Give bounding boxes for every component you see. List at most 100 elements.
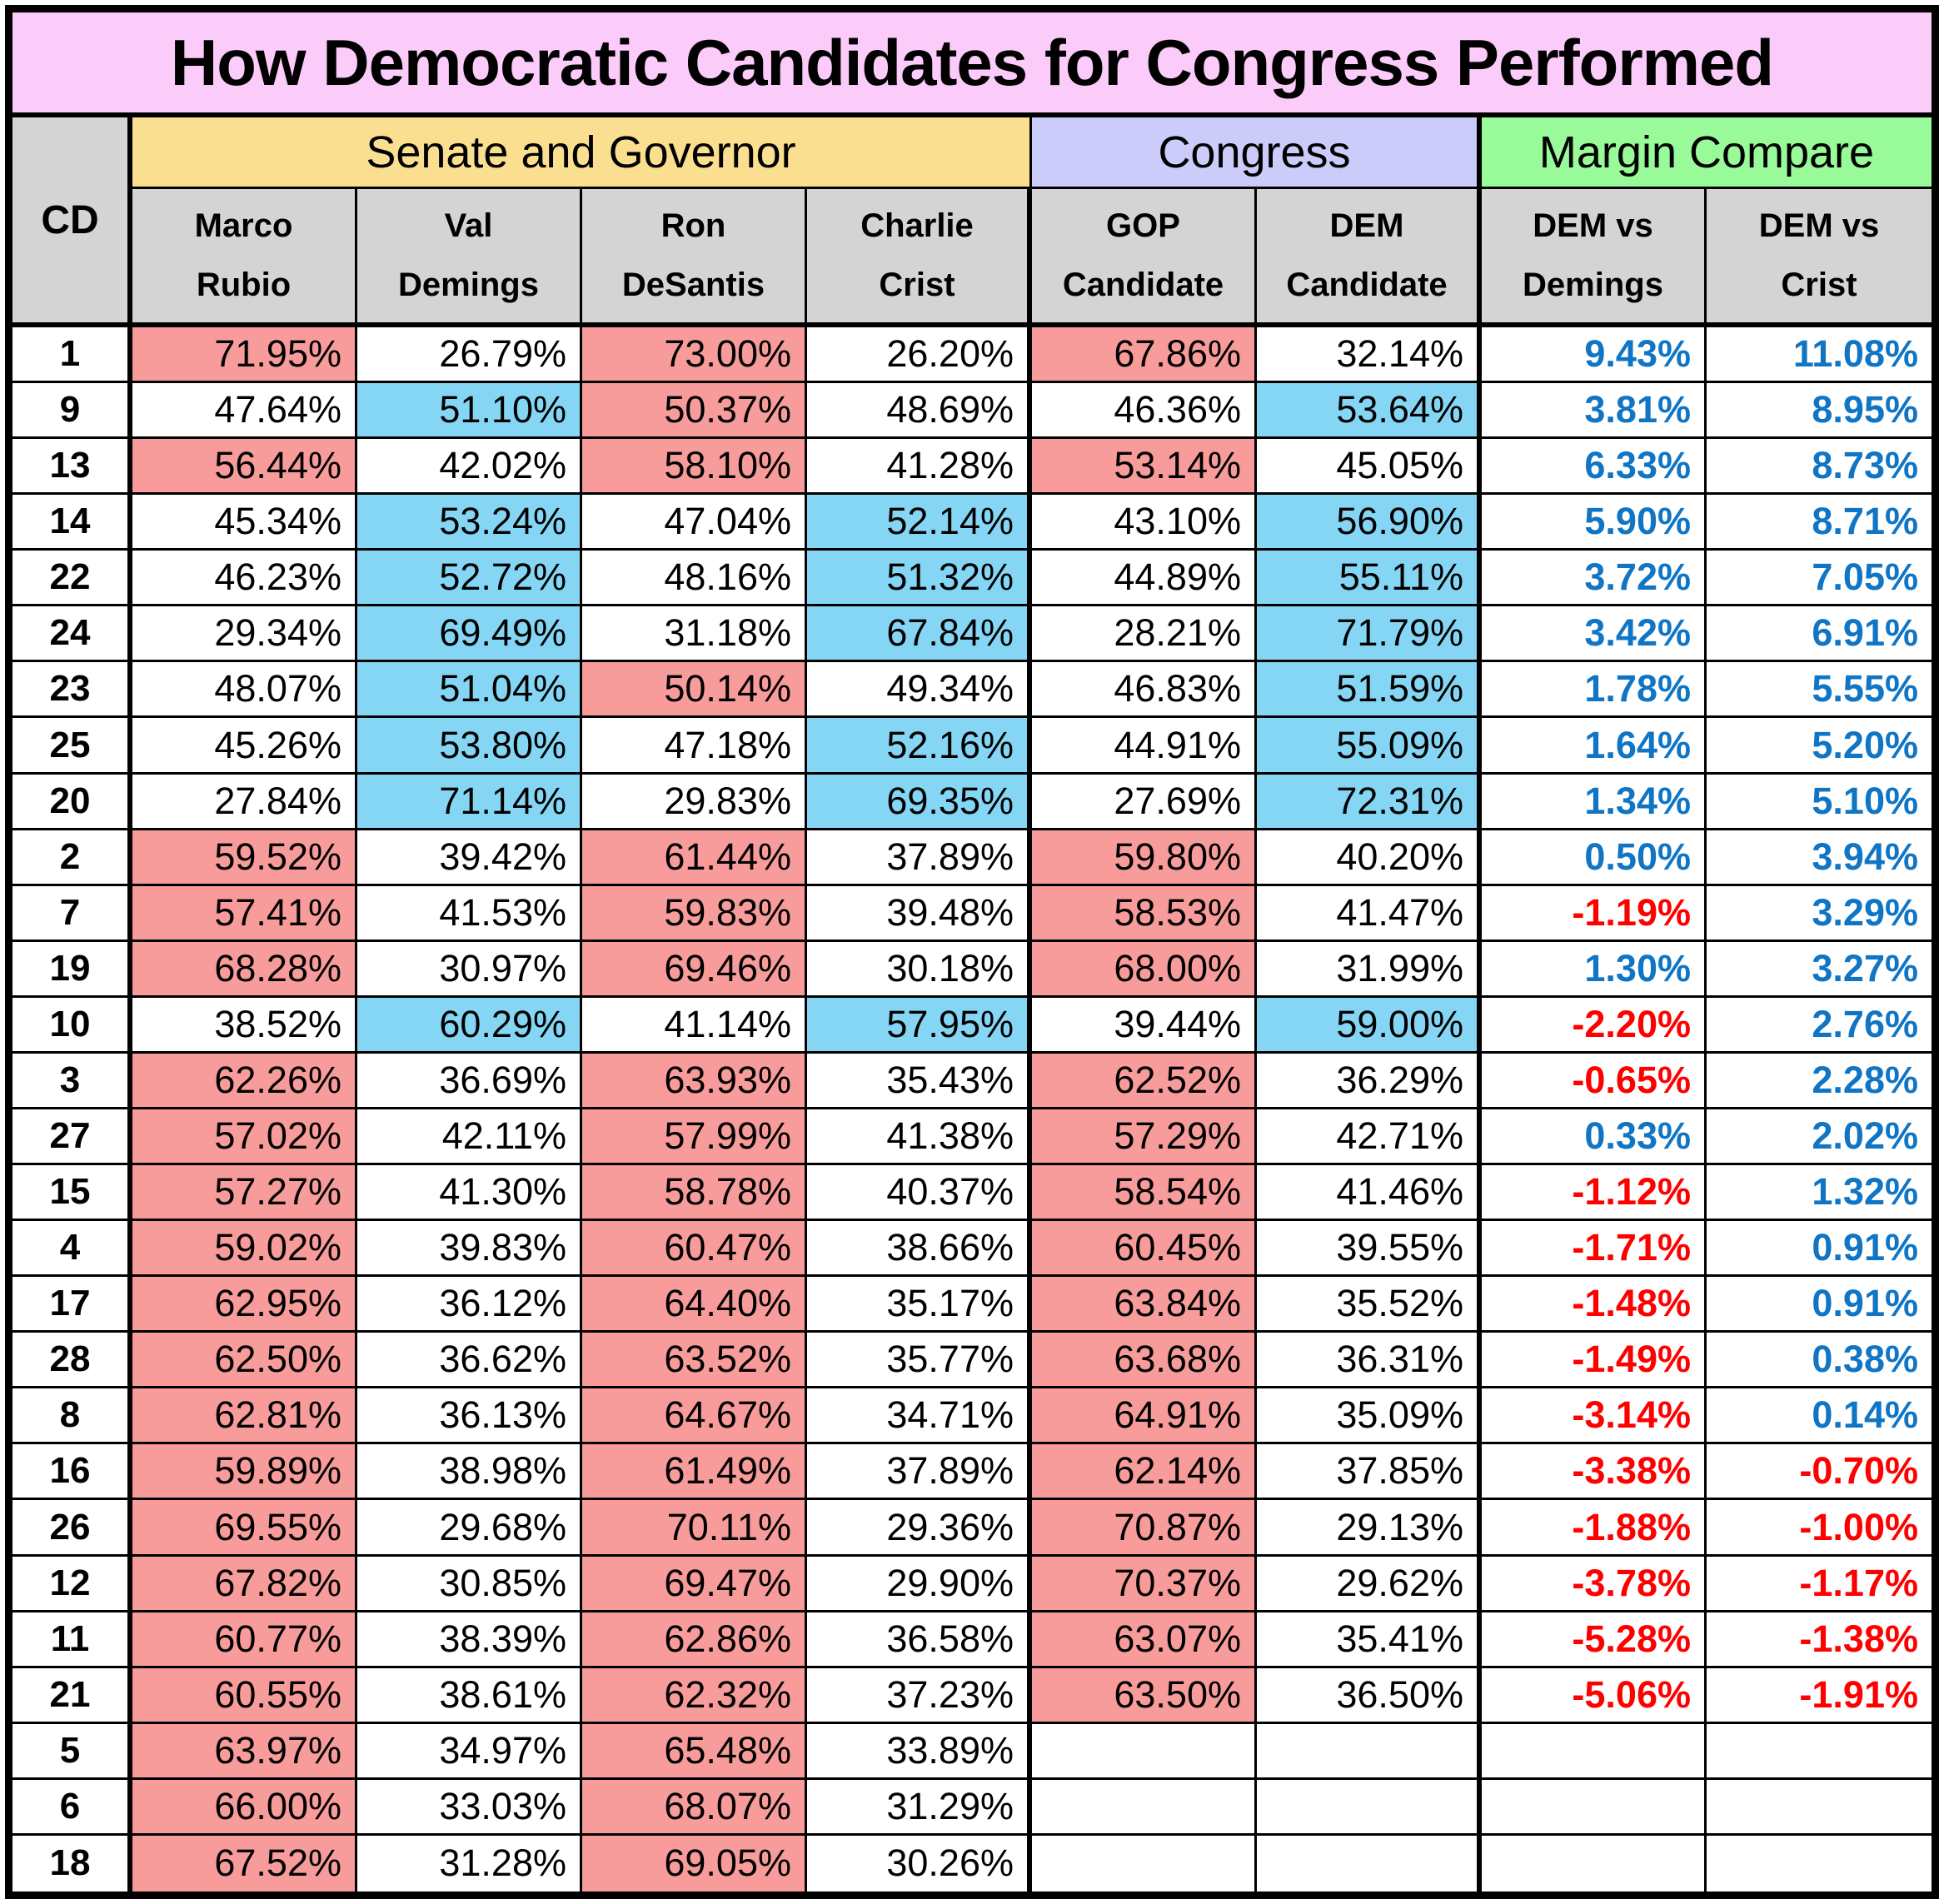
value-cell (1257, 1779, 1482, 1836)
column-header-dem-candidate: DEM Candidate (1257, 189, 1482, 327)
cd-cell: 18 (12, 1835, 132, 1892)
value-cell: 62.86% (582, 1612, 807, 1668)
cd-cell: 5 (12, 1723, 132, 1780)
margin-cell: 9.43% (1482, 327, 1707, 384)
margin-cell: -1.91% (1707, 1668, 1932, 1724)
value-cell: 39.48% (807, 885, 1032, 942)
margin-cell: 3.81% (1482, 383, 1707, 440)
value-cell: 70.11% (582, 1500, 807, 1557)
value-cell: 31.99% (1257, 941, 1482, 998)
value-cell: 51.59% (1257, 662, 1482, 719)
value-cell: 26.20% (807, 327, 1032, 384)
value-cell: 71.79% (1257, 606, 1482, 663)
value-cell: 63.68% (1032, 1333, 1257, 1389)
value-cell: 51.10% (357, 383, 582, 440)
margin-cell: -3.38% (1482, 1444, 1707, 1501)
margin-cell: -1.49% (1482, 1333, 1707, 1389)
value-cell: 27.84% (132, 774, 357, 830)
cd-cell: 3 (12, 1053, 132, 1109)
value-cell: 62.81% (132, 1388, 357, 1445)
margin-cell: 5.55% (1707, 662, 1932, 719)
value-cell: 48.07% (132, 662, 357, 719)
value-cell: 51.32% (807, 551, 1032, 607)
column-header-line: DEM (1329, 207, 1404, 244)
value-cell: 42.11% (357, 1109, 582, 1166)
value-cell: 35.43% (807, 1053, 1032, 1109)
value-cell: 64.91% (1032, 1388, 1257, 1445)
value-cell: 35.17% (807, 1277, 1032, 1333)
value-cell (1032, 1779, 1257, 1836)
margin-cell (1707, 1724, 1932, 1780)
value-cell: 34.97% (357, 1723, 582, 1780)
value-cell: 57.95% (807, 997, 1032, 1054)
cd-cell: 24 (12, 606, 132, 663)
value-cell: 41.53% (357, 885, 582, 942)
value-cell: 29.34% (132, 606, 357, 663)
value-cell: 55.09% (1257, 718, 1482, 775)
column-header-demings: Val Demings (357, 189, 582, 327)
value-cell: 63.50% (1032, 1667, 1257, 1724)
value-cell: 69.55% (132, 1500, 357, 1557)
value-cell: 52.16% (807, 718, 1032, 775)
value-cell: 30.18% (807, 941, 1032, 998)
value-cell (1032, 1835, 1257, 1892)
margin-cell: -1.88% (1482, 1500, 1707, 1557)
value-cell: 36.50% (1257, 1667, 1482, 1724)
value-cell: 44.89% (1032, 551, 1257, 607)
value-cell: 56.44% (132, 439, 357, 496)
margin-cell: 8.71% (1707, 495, 1932, 551)
column-header-line: Ron (660, 207, 726, 244)
value-cell: 55.11% (1257, 551, 1482, 607)
value-cell: 36.12% (357, 1277, 582, 1333)
value-cell: 70.37% (1032, 1556, 1257, 1612)
margin-cell: 7.05% (1707, 551, 1932, 607)
value-cell: 33.03% (357, 1779, 582, 1836)
value-cell: 36.13% (357, 1388, 582, 1445)
value-cell: 62.14% (1032, 1444, 1257, 1501)
value-cell: 49.34% (807, 662, 1032, 719)
value-cell: 63.97% (132, 1723, 357, 1780)
cd-cell: 25 (12, 718, 132, 775)
value-cell: 69.05% (582, 1835, 807, 1892)
margin-cell: 6.33% (1482, 439, 1707, 496)
column-header-line: DEM vs (1758, 207, 1880, 244)
column-header-dem-vs-demings: DEM vs Demings (1482, 189, 1707, 327)
margin-cell: 2.02% (1707, 1109, 1932, 1166)
value-cell: 69.49% (357, 606, 582, 663)
value-cell: 36.29% (1257, 1053, 1482, 1109)
value-cell: 37.85% (1257, 1444, 1482, 1501)
value-cell: 36.62% (357, 1333, 582, 1389)
value-cell: 58.53% (1032, 885, 1257, 942)
value-cell: 53.64% (1257, 383, 1482, 440)
value-cell: 59.83% (582, 885, 807, 942)
value-cell: 68.28% (132, 941, 357, 998)
value-cell: 28.21% (1032, 606, 1257, 663)
value-cell: 68.00% (1032, 941, 1257, 998)
cd-cell: 10 (12, 997, 132, 1054)
value-cell: 27.69% (1032, 774, 1257, 830)
value-cell: 73.00% (582, 327, 807, 384)
value-cell: 37.89% (807, 1444, 1032, 1501)
value-cell: 60.45% (1032, 1221, 1257, 1278)
margin-cell: 11.08% (1707, 327, 1932, 384)
value-cell: 35.77% (807, 1333, 1032, 1389)
margin-cell: -0.70% (1707, 1444, 1932, 1501)
margin-cell: 0.33% (1482, 1109, 1707, 1166)
column-header-line: Crist (1781, 267, 1857, 303)
cd-cell: 13 (12, 439, 132, 496)
value-cell: 31.18% (582, 606, 807, 663)
value-cell: 29.90% (807, 1556, 1032, 1612)
value-cell: 39.83% (357, 1221, 582, 1278)
value-cell: 71.95% (132, 327, 357, 384)
margin-cell: 5.20% (1707, 718, 1932, 775)
margin-cell: -1.12% (1482, 1165, 1707, 1222)
value-cell: 35.09% (1257, 1388, 1482, 1445)
value-cell: 40.37% (807, 1165, 1032, 1222)
margin-cell: -1.38% (1707, 1612, 1932, 1668)
value-cell: 38.98% (357, 1444, 582, 1501)
value-cell: 52.72% (357, 551, 582, 607)
margin-cell (1482, 1779, 1707, 1836)
column-header-line: DeSantis (621, 267, 765, 303)
value-cell: 47.64% (132, 383, 357, 440)
value-cell: 59.80% (1032, 830, 1257, 886)
